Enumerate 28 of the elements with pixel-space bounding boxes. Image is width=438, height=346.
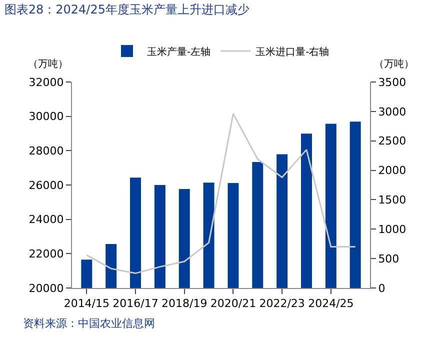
y2-tick-label: 1500 xyxy=(378,194,406,207)
y2-axis-title: （万吨） xyxy=(374,58,414,70)
y2-tick-label: 3000 xyxy=(378,105,406,118)
y-axis-title: （万吨） xyxy=(28,58,68,70)
x-tick-label: 2014/15 xyxy=(64,297,110,310)
x-tick-label: 2020/21 xyxy=(210,297,256,310)
y2-tick-label: 1000 xyxy=(378,222,406,236)
x-tick-label: 2022/23 xyxy=(259,297,305,310)
x-tick-label: 2018/19 xyxy=(162,297,208,310)
x-tick-label: 2024/25 xyxy=(308,297,354,310)
y2-tick-label: 2500 xyxy=(378,134,406,148)
y-tick-label: 20000 xyxy=(28,282,64,295)
y-tick-label: 26000 xyxy=(28,178,64,192)
y2-tick-label: 2000 xyxy=(378,164,406,178)
y-tick-label: 22000 xyxy=(28,248,64,261)
y-tick-label: 30000 xyxy=(28,110,64,124)
y-tick-label: 32000 xyxy=(28,76,64,89)
y-tick-label: 28000 xyxy=(28,144,64,158)
y2-tick-label: 500 xyxy=(378,252,400,266)
y-tick-label: 24000 xyxy=(28,213,64,226)
x-tick-label: 2016/17 xyxy=(112,297,158,310)
y2-tick-label: 0 xyxy=(378,282,386,295)
y2-tick-label: 3500 xyxy=(378,76,406,89)
legend-label: 玉米产量-左轴 xyxy=(147,46,211,58)
chart-title: 图表28：2024/25年度玉米产量上升进口减少 xyxy=(4,2,250,17)
text: 资料来源：中国农业信息网 xyxy=(23,317,155,330)
legend-label: 玉米进口量-右轴 xyxy=(256,46,330,58)
line-series xyxy=(86,113,356,274)
